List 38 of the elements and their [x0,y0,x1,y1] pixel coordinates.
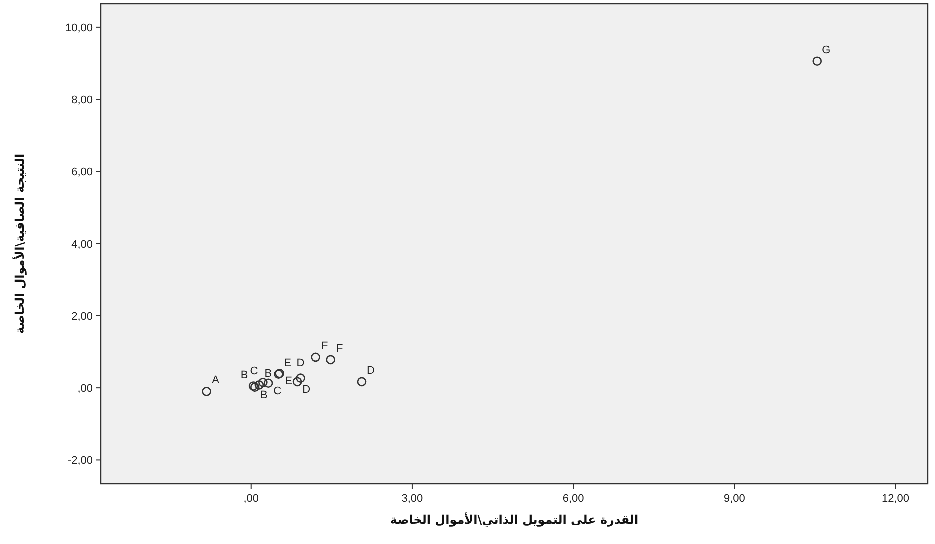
annotation: C [250,366,258,378]
x-axis-title: القدرة على التمويل الذاتي\الأموال الخاصة [390,512,639,527]
x-tick-label: 3,00 [402,493,424,505]
annotation: B [240,369,248,382]
y-axis-title: النتيجة الصافية\الأموال الخاصة [12,154,27,334]
y-tick-label: 2,00 [72,310,93,323]
x-tick-label: 12,00 [882,493,910,505]
point [296,374,306,383]
x-tick-label: 9,00 [724,493,746,505]
point [292,377,302,387]
y-tick-label: 8,00 [72,94,93,107]
annotation: A [212,374,220,387]
annotation: D [367,364,376,377]
point [202,387,212,396]
point [357,377,367,387]
annotation: F [321,340,328,352]
y-tick-label: 10,00 [65,22,93,34]
annotation: B [264,368,272,380]
annotation: E [285,376,292,388]
point [264,378,274,388]
annotation: F [336,342,344,355]
point [326,355,336,365]
y-tick-label: -2,00 [68,455,93,468]
x-tick-label: 6,00 [562,493,584,505]
x-tick-label: ,00 [244,493,260,505]
point [254,380,264,390]
annotation: B [260,389,268,402]
y-tick-label: 6,00 [72,166,93,179]
y-tick-label: ,00 [78,383,93,396]
point [258,378,268,388]
annotation: E [284,357,292,370]
annotation: D [296,357,305,370]
annotation: G [822,44,831,56]
annotation: C [274,385,282,398]
point [311,352,320,362]
point [812,56,822,66]
y-tick-label: 4,00 [72,238,93,251]
annotation: D [302,384,311,396]
